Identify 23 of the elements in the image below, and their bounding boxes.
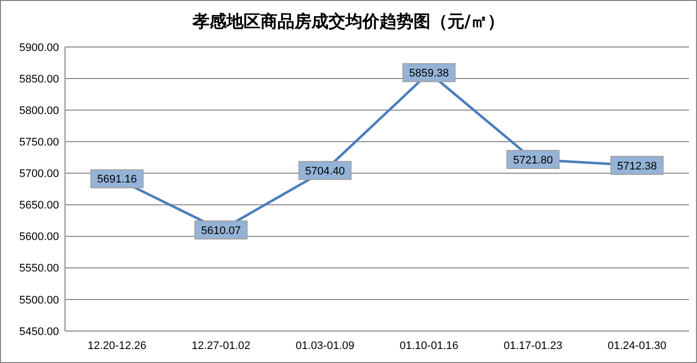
y-tick-label: 5500.00 xyxy=(19,294,59,306)
y-tick-label: 5900.00 xyxy=(19,42,59,54)
y-tick-label: 5850.00 xyxy=(19,73,59,86)
data-label: 5712.38 xyxy=(617,160,657,172)
x-tick-label: 01.24-01.30 xyxy=(608,340,666,352)
x-tick-label: 01.17-01.23 xyxy=(504,340,562,352)
data-label: 5704.40 xyxy=(305,165,345,178)
y-tick-label: 5550.00 xyxy=(19,262,59,275)
x-tick-label: 01.03-01.09 xyxy=(296,340,354,352)
y-tick-label: 5750.00 xyxy=(19,136,59,149)
y-tick-label: 5600.00 xyxy=(19,231,59,244)
y-tick-label: 5700.00 xyxy=(19,168,59,180)
y-tick-label: 5650.00 xyxy=(19,200,59,212)
x-tick-label: 12.27-01.02 xyxy=(192,340,250,352)
data-label: 5859.38 xyxy=(409,67,449,80)
chart-title: 孝感地区商品房成交均价趋势图（元/㎡） xyxy=(191,12,505,32)
x-tick-label: 12.20-12.26 xyxy=(88,340,146,352)
y-tick-label: 5450.00 xyxy=(19,326,59,338)
data-label: 5610.07 xyxy=(201,224,241,237)
x-tick-label: 01.10-01.16 xyxy=(400,340,458,352)
y-tick-label: 5800.00 xyxy=(19,104,59,117)
data-label: 5721.80 xyxy=(513,154,553,166)
data-label: 5691.16 xyxy=(97,174,137,186)
